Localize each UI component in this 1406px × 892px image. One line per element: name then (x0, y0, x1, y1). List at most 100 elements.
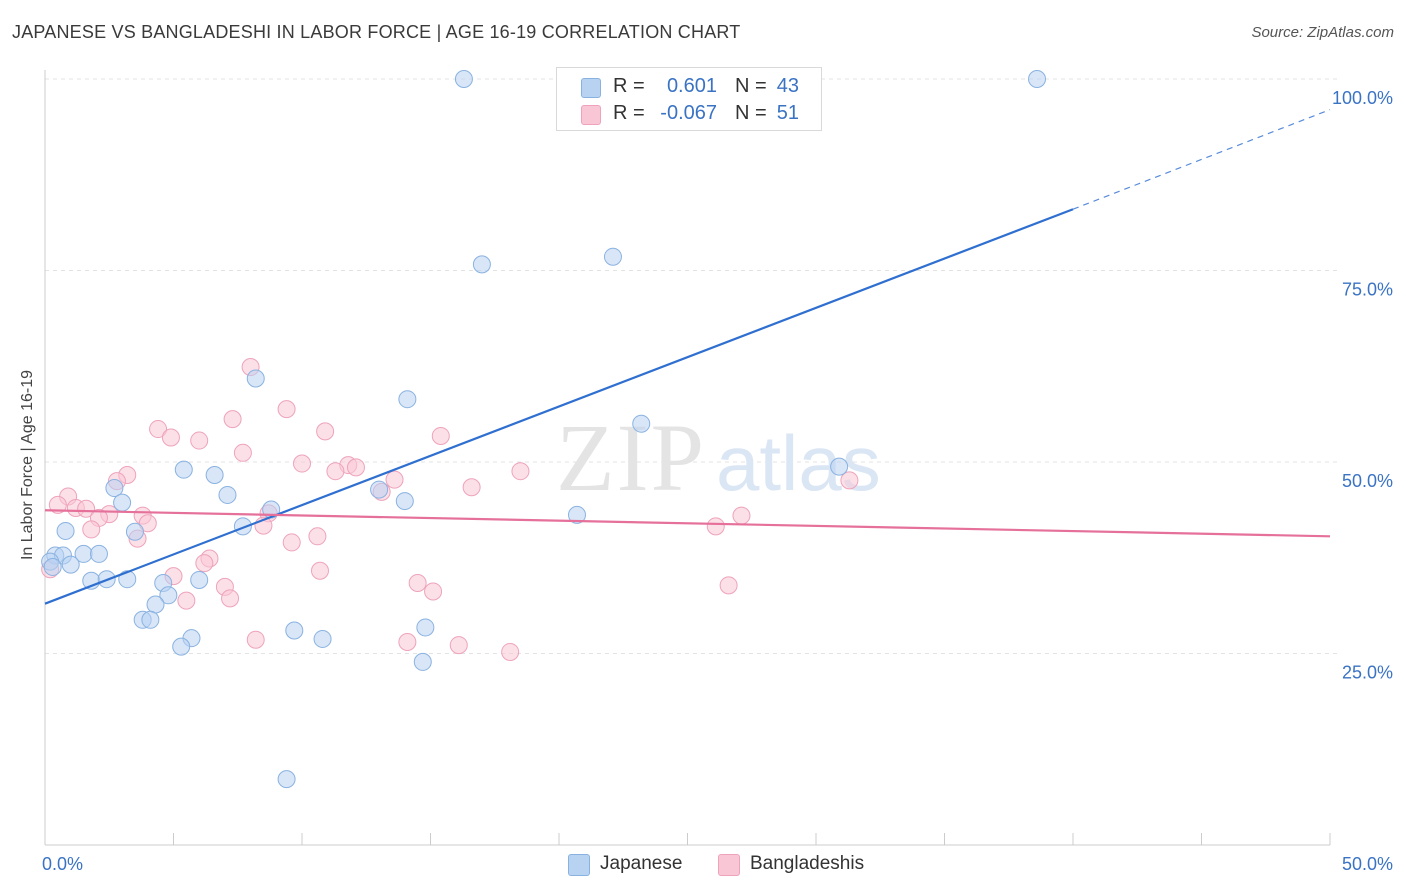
correlation-legend: R = 0.601 N = 43 R = -0.067 N = 51 (556, 67, 822, 131)
watermark-atlas: atlas (716, 419, 881, 507)
japanese-trend-extension (1072, 109, 1331, 210)
bangladeshi-point (462, 478, 481, 497)
legend-label-japanese: Japanese (600, 853, 683, 874)
bangladeshi-point (223, 410, 242, 429)
japanese-point (277, 770, 296, 789)
bangladeshi-points (41, 358, 859, 661)
japanese-point (233, 517, 252, 536)
bangladeshi-point (326, 462, 345, 481)
watermark-zip: ZIP (556, 404, 706, 511)
japanese-point (285, 621, 304, 640)
japanese-point (370, 480, 389, 499)
bangladeshi-point (190, 431, 209, 450)
japanese-point (830, 457, 849, 476)
x-tick-label: 0.0% (42, 854, 83, 874)
y-tick-label: 25.0% (1342, 663, 1393, 683)
bangladeshi-point (511, 462, 530, 481)
japanese-point (398, 390, 417, 409)
bangladeshi-point (149, 420, 168, 439)
japanese-point (43, 557, 62, 576)
japanese-point (105, 479, 124, 498)
bangladeshi-point (48, 495, 67, 514)
bangladeshi-swatch (581, 105, 601, 125)
japanese-point (56, 521, 75, 540)
tick-labels: 25.0% 50.0% 75.0% 100.0% 0.0% 50.0% (42, 88, 1393, 874)
r-label: R = (613, 75, 645, 97)
bangladeshi-point (316, 422, 335, 441)
japanese-point (190, 570, 209, 589)
chart-title: JAPANESE VS BANGLADESHI IN LABOR FORCE |… (12, 22, 741, 42)
japanese-point (89, 544, 108, 563)
japanese-points (41, 70, 1047, 789)
japanese-point (395, 492, 414, 511)
y-tick-label: 50.0% (1342, 471, 1393, 491)
bangladeshi-trend-line (44, 509, 1331, 538)
y-tick-label: 100.0% (1332, 88, 1393, 108)
n-label: N = (735, 102, 767, 124)
n-value: 51 (776, 102, 799, 124)
bangladeshi-point (424, 582, 443, 601)
bangladeshi-point (706, 517, 725, 536)
legend-row-japanese: R = 0.601 N = 43 (557, 74, 821, 100)
n-value: 43 (776, 75, 799, 97)
r-label: R = (613, 102, 645, 124)
bangladeshi-point (732, 506, 751, 525)
japanese-point (472, 255, 491, 274)
bangladeshi-swatch (718, 854, 740, 876)
japanese-point (454, 70, 473, 88)
japanese-point (61, 555, 80, 574)
bangladeshi-point (82, 520, 101, 539)
bangladeshi-point (308, 527, 327, 546)
japanese-point (146, 595, 165, 614)
bangladeshi-point (431, 426, 450, 445)
r-value: -0.067 (660, 102, 717, 124)
x-tick-label: 50.0% (1342, 854, 1393, 874)
japanese-point (218, 485, 237, 504)
bangladeshi-point (293, 454, 311, 473)
japanese-point (172, 637, 191, 656)
bangladeshi-point (449, 636, 468, 655)
japanese-point (632, 414, 651, 433)
bangladeshi-point (501, 642, 520, 661)
series-legend: Japanese Bangladeshis (0, 852, 1406, 878)
japanese-point (141, 610, 160, 629)
bangladeshi-point (161, 428, 180, 447)
bangladeshi-point (195, 554, 214, 573)
japanese-swatch (581, 78, 601, 98)
japanese-swatch (568, 854, 590, 876)
legend-label-bangladeshis: Bangladeshis (750, 853, 865, 874)
bangladeshi-point (398, 633, 417, 652)
r-value: 0.601 (666, 75, 717, 97)
axes (44, 70, 1331, 846)
bangladeshi-point (310, 561, 329, 580)
bangladeshi-point (346, 458, 365, 477)
bangladeshi-point (408, 574, 427, 593)
gridlines (45, 78, 1340, 654)
bangladeshi-point (233, 443, 252, 462)
bangladeshi-point (719, 576, 738, 595)
source-label: Source: ZipAtlas.com (1251, 24, 1394, 41)
n-label: N = (735, 75, 767, 97)
japanese-point (416, 618, 435, 637)
bangladeshi-point (277, 400, 296, 419)
bangladeshi-point (385, 470, 404, 489)
bangladeshi-point (246, 630, 265, 649)
bangladeshi-point (138, 514, 157, 533)
y-tick-label: 75.0% (1342, 280, 1393, 300)
japanese-point (1028, 70, 1047, 88)
japanese-point (603, 247, 622, 266)
japanese-trend-line (44, 208, 1074, 605)
japanese-point (413, 652, 432, 671)
japanese-point (125, 522, 144, 541)
japanese-point (567, 505, 586, 524)
trend-lines (44, 109, 1331, 605)
bangladeshi-point (282, 533, 301, 552)
japanese-point (159, 586, 178, 605)
bangladeshi-point (77, 499, 96, 518)
japanese-point (205, 466, 224, 485)
japanese-point (246, 369, 265, 388)
bangladeshi-point (221, 589, 240, 608)
japanese-point (113, 493, 132, 512)
japanese-point (174, 460, 193, 479)
